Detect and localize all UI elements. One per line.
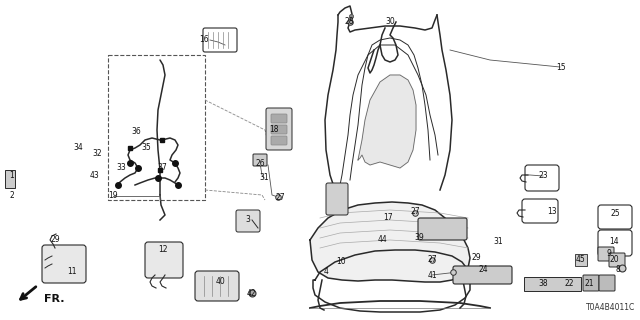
Text: 27: 27 [275, 193, 285, 202]
FancyBboxPatch shape [609, 253, 625, 267]
Text: 29: 29 [471, 253, 481, 262]
Text: 8: 8 [616, 266, 620, 275]
Text: 34: 34 [73, 142, 83, 151]
Text: 22: 22 [564, 279, 573, 289]
Text: 39: 39 [414, 233, 424, 242]
Text: 43: 43 [90, 171, 100, 180]
Text: 12: 12 [158, 245, 168, 254]
Text: 44: 44 [377, 236, 387, 244]
Text: 29: 29 [50, 236, 60, 244]
Text: 15: 15 [556, 62, 566, 71]
Text: 26: 26 [255, 158, 265, 167]
Text: 28: 28 [344, 18, 354, 27]
Text: 17: 17 [383, 213, 393, 222]
FancyBboxPatch shape [271, 114, 287, 123]
Text: 21: 21 [584, 279, 594, 289]
Text: 4: 4 [324, 267, 328, 276]
FancyBboxPatch shape [195, 271, 239, 301]
Text: 16: 16 [199, 36, 209, 44]
FancyBboxPatch shape [42, 245, 86, 283]
Text: 2: 2 [10, 190, 14, 199]
Bar [5, 170, 15, 188]
FancyBboxPatch shape [583, 275, 599, 291]
FancyBboxPatch shape [598, 247, 614, 261]
FancyBboxPatch shape [266, 108, 292, 150]
Text: 31: 31 [493, 237, 503, 246]
FancyBboxPatch shape [418, 218, 467, 240]
Text: 19: 19 [108, 191, 118, 201]
FancyBboxPatch shape [253, 154, 267, 166]
Text: 38: 38 [538, 279, 548, 289]
Text: 20: 20 [609, 255, 619, 265]
Text: 3: 3 [246, 215, 250, 225]
Text: 30: 30 [385, 18, 395, 27]
Text: 18: 18 [269, 125, 279, 134]
Polygon shape [358, 75, 416, 168]
FancyBboxPatch shape [599, 275, 615, 291]
FancyBboxPatch shape [271, 125, 287, 134]
Text: 14: 14 [609, 236, 619, 245]
Text: 40: 40 [216, 276, 226, 285]
Text: 24: 24 [478, 266, 488, 275]
Bar [108, 55, 205, 200]
Text: 25: 25 [610, 209, 620, 218]
Polygon shape [310, 202, 470, 282]
FancyBboxPatch shape [453, 266, 512, 284]
Text: 27: 27 [427, 255, 437, 265]
Text: 23: 23 [538, 172, 548, 180]
Text: 41: 41 [427, 270, 437, 279]
FancyBboxPatch shape [236, 210, 260, 232]
Text: 33: 33 [116, 163, 126, 172]
FancyBboxPatch shape [326, 183, 348, 215]
FancyBboxPatch shape [575, 254, 587, 266]
FancyBboxPatch shape [271, 136, 287, 145]
Text: T0A4B4011C: T0A4B4011C [586, 303, 635, 312]
Text: 1: 1 [10, 171, 14, 180]
Text: 27: 27 [410, 206, 420, 215]
Text: FR.: FR. [44, 294, 65, 304]
Text: 35: 35 [141, 142, 151, 151]
Text: 9: 9 [607, 249, 611, 258]
Text: 45: 45 [576, 254, 586, 263]
Text: 32: 32 [92, 148, 102, 157]
Text: 36: 36 [131, 127, 141, 137]
Text: 31: 31 [259, 173, 269, 182]
FancyBboxPatch shape [524, 277, 581, 291]
Text: 37: 37 [157, 164, 167, 172]
FancyBboxPatch shape [145, 242, 183, 278]
Text: 10: 10 [336, 258, 346, 267]
Text: 13: 13 [547, 207, 557, 217]
Text: 42: 42 [246, 289, 256, 298]
Text: 11: 11 [67, 267, 77, 276]
